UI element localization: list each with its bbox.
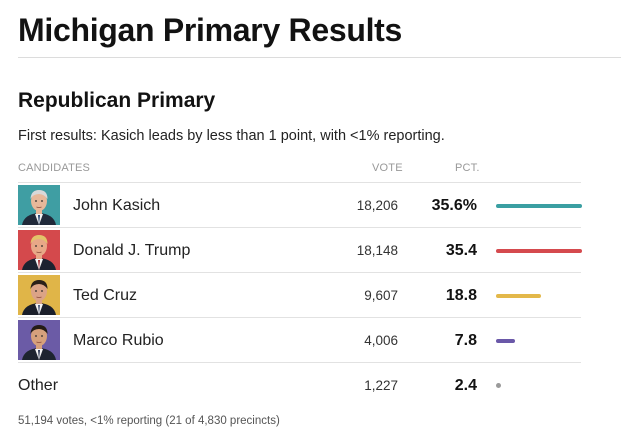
title-divider [18, 57, 621, 58]
reporting-footnote: 51,194 votes, <1% reporting (21 of 4,830… [18, 415, 280, 427]
vote-percent: 7.8 [454, 332, 477, 349]
page-title: Michigan Primary Results [18, 12, 403, 48]
vote-share-dot [496, 383, 501, 388]
candidate-name: John Kasich [73, 197, 161, 214]
vote-share-bar [496, 294, 542, 298]
candidate-row[interactable]: Ted Cruz 9,607 18.8 [18, 272, 581, 317]
portrait-icon [22, 190, 56, 225]
candidate-photo [18, 230, 60, 270]
vote-count: 4,006 [364, 333, 398, 348]
column-header-vote: VOTE [372, 162, 403, 174]
portrait-icon [22, 235, 56, 270]
results-table: John Kasich 18,206 35.6% Donald J. Trump… [18, 182, 582, 407]
candidate-row[interactable]: John Kasich 18,206 35.6% [18, 182, 582, 227]
vote-percent: 35.6% [431, 197, 477, 214]
candidate-name: Ted Cruz [73, 287, 138, 304]
candidate-row[interactable]: Donald J. Trump 18,148 35.4 [18, 227, 582, 272]
candidate-photo [18, 275, 60, 315]
candidate-photo [18, 320, 60, 360]
vote-share-bar [496, 249, 582, 253]
vote-count: 9,607 [364, 288, 398, 303]
column-header-candidates: CANDIDATES [18, 162, 91, 174]
candidate-photo [18, 185, 60, 225]
candidate-row[interactable]: Marco Rubio 4,006 7.8 [18, 317, 581, 362]
candidate-name: Marco Rubio [73, 332, 164, 349]
vote-percent: 35.4 [445, 242, 477, 259]
vote-share-bar [496, 339, 515, 343]
other-row[interactable]: Other 1,227 2.4 [18, 362, 581, 407]
vote-count: 18,148 [356, 243, 398, 258]
vote-count: 18,206 [356, 198, 398, 213]
vote-count: 1,227 [364, 378, 398, 393]
other-name: Other [18, 377, 59, 394]
candidate-name: Donald J. Trump [73, 242, 191, 259]
vote-share-bar [496, 204, 582, 208]
vote-percent: 2.4 [454, 377, 477, 394]
vote-percent: 18.8 [445, 287, 477, 304]
portrait-icon [22, 325, 56, 360]
race-summary: First results: Kasich leads by less than… [18, 128, 445, 144]
race-title: Republican Primary [18, 89, 216, 112]
portrait-icon [22, 280, 56, 315]
column-header-pct: PCT. [455, 162, 480, 174]
